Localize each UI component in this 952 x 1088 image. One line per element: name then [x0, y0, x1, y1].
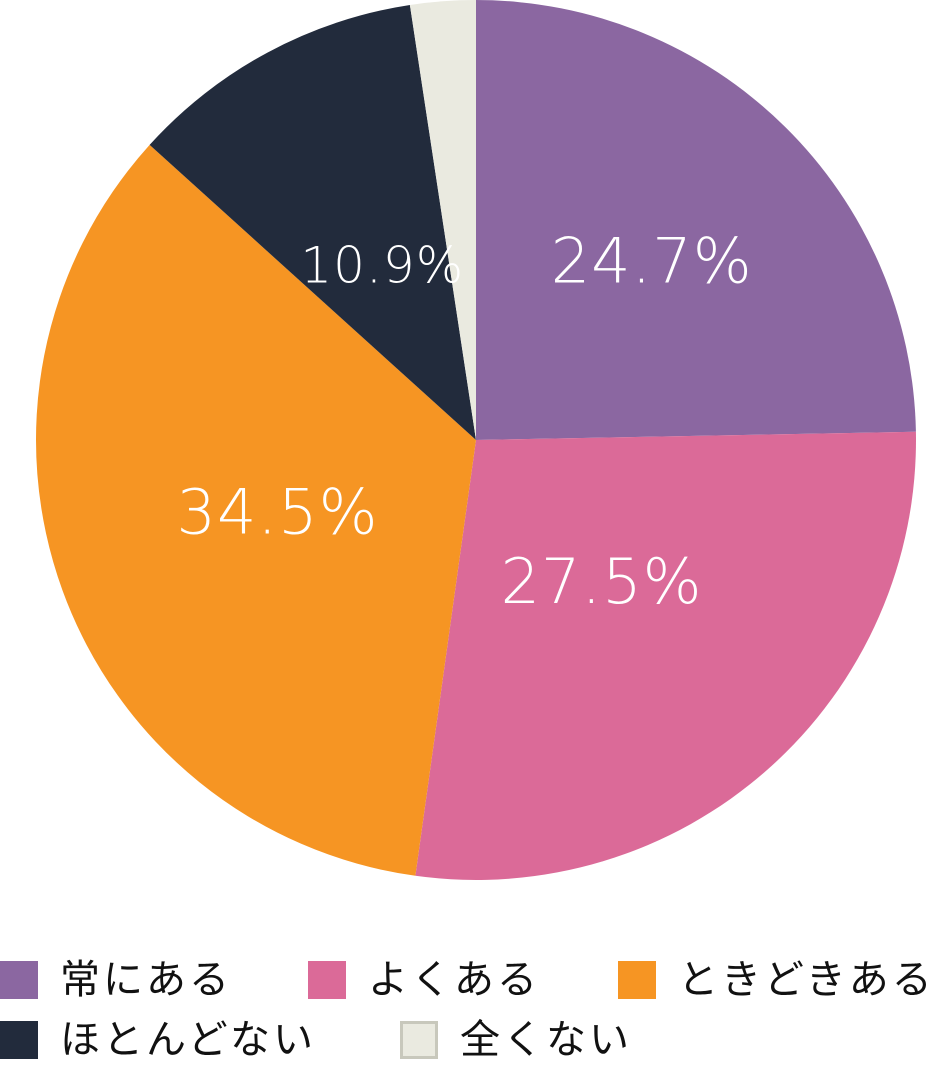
legend: 常にある よくある ときどきある ほとんどない 全くない: [0, 950, 952, 1088]
pie-slice: [476, 0, 916, 440]
legend-label: ほとんどない: [60, 1017, 316, 1063]
slice-value-label: 27.5%: [501, 545, 703, 618]
legend-swatch: [308, 961, 346, 999]
pie-slice: [409, 0, 476, 440]
legend-item-never: 全くない: [400, 1010, 632, 1070]
legend-swatch: [0, 1021, 38, 1059]
legend-label: 常にある: [60, 957, 232, 1003]
pie-slices: [36, 0, 916, 880]
slice-labels: 24.7% 27.5% 34.5% 10.9%: [177, 225, 753, 619]
legend-label: ときどきある: [678, 957, 935, 1003]
legend-item-often: よくある: [308, 950, 540, 1010]
pie-chart: 24.7% 27.5% 34.5% 10.9%: [36, 0, 916, 880]
pie-slice: [415, 431, 916, 880]
legend-label: 全くない: [460, 1017, 632, 1063]
legend-swatch: [400, 1021, 438, 1059]
pie-slice: [149, 4, 476, 441]
slice-value-label: 24.7%: [551, 225, 753, 298]
legend-item-always: 常にある: [0, 950, 232, 1010]
slice-value-label: 34.5%: [177, 476, 379, 549]
legend-item-sometimes: ときどきある: [618, 950, 935, 1010]
slice-value-label: 10.9%: [300, 237, 464, 295]
legend-swatch: [0, 961, 38, 999]
legend-label: よくある: [368, 957, 540, 1003]
legend-swatch: [618, 961, 656, 999]
pie-slice: [36, 144, 476, 876]
legend-item-rarely: ほとんどない: [0, 1010, 316, 1070]
